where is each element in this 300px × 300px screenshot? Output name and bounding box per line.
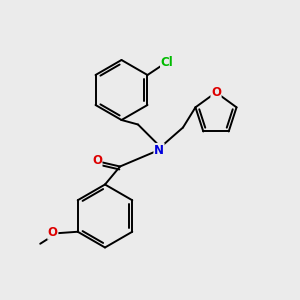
Text: O: O [92, 154, 102, 167]
Text: N: N [154, 143, 164, 157]
Text: O: O [211, 86, 221, 99]
Text: Cl: Cl [160, 56, 173, 69]
Text: O: O [48, 226, 58, 239]
